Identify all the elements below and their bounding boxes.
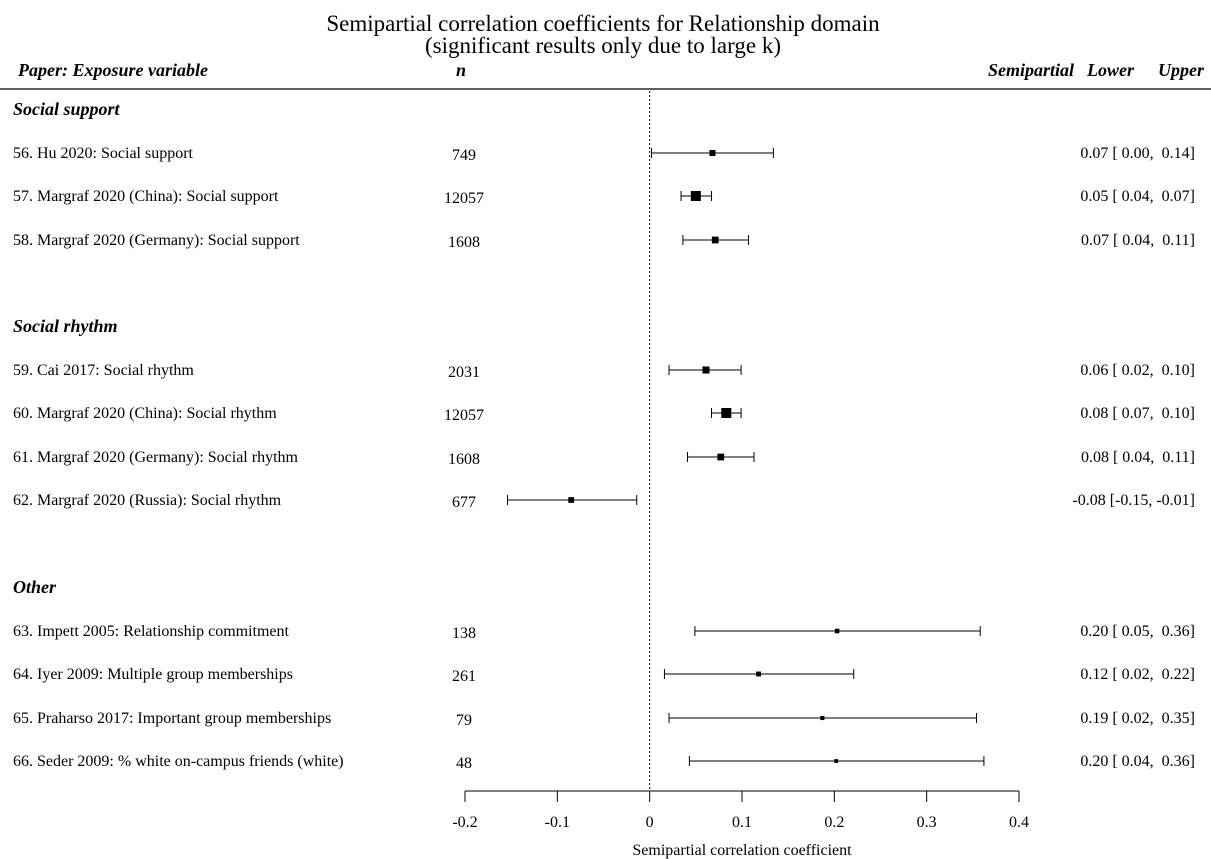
study-label: 59. Cai 2017: Social rhythm bbox=[13, 362, 194, 379]
study-n: 261 bbox=[452, 668, 476, 685]
study-ci-text: 0.06 [ 0.02, 0.10] bbox=[1080, 362, 1195, 379]
chart-title: Semipartial correlation coefficients for… bbox=[326, 11, 880, 36]
study-ci-text: 0.07 [ 0.04, 0.11] bbox=[1081, 232, 1195, 249]
point-estimate bbox=[717, 453, 725, 461]
group-label: Social support bbox=[13, 99, 121, 119]
study-ci-text: 0.20 [ 0.05, 0.36] bbox=[1080, 623, 1195, 640]
x-tick-label: 0 bbox=[646, 814, 654, 831]
column-header-n: n bbox=[456, 60, 466, 80]
study-label: 58. Margraf 2020 (Germany): Social suppo… bbox=[13, 232, 300, 249]
study-ci-text: 0.20 [ 0.04, 0.36] bbox=[1080, 753, 1195, 770]
study-ci-text: 0.08 [ 0.07, 0.10] bbox=[1080, 405, 1195, 422]
point-estimate bbox=[834, 759, 839, 763]
study-ci-text: 0.05 [ 0.04, 0.07] bbox=[1080, 188, 1195, 205]
study-n: 79 bbox=[456, 712, 472, 729]
x-tick-label: 0.3 bbox=[917, 814, 937, 831]
point-estimate bbox=[711, 236, 719, 244]
study-n: 138 bbox=[452, 625, 476, 642]
study-n: 749 bbox=[452, 147, 476, 164]
point-estimate bbox=[690, 191, 701, 201]
column-header-study: Paper: Exposure variable bbox=[17, 60, 208, 80]
group-label: Other bbox=[13, 577, 57, 597]
study-n: 12057 bbox=[444, 190, 484, 207]
study-n: 677 bbox=[452, 494, 476, 511]
study-n: 12057 bbox=[444, 407, 484, 424]
study-ci-text: 0.12 [ 0.02, 0.22] bbox=[1080, 666, 1195, 683]
study-label: 57. Margraf 2020 (China): Social support bbox=[13, 188, 279, 205]
point-estimate bbox=[709, 150, 716, 156]
x-tick-label: 0.1 bbox=[732, 814, 752, 831]
point-estimate bbox=[834, 628, 840, 634]
study-label: 60. Margraf 2020 (China): Social rhythm bbox=[13, 405, 277, 422]
study-label: 62. Margraf 2020 (Russia): Social rhythm bbox=[13, 492, 282, 509]
column-header-upper: Upper bbox=[1158, 60, 1205, 80]
point-estimate bbox=[756, 671, 762, 677]
x-tick-label: 0.2 bbox=[824, 814, 844, 831]
column-header-lower: Lower bbox=[1086, 60, 1135, 80]
x-tick-label: 0.4 bbox=[1009, 814, 1029, 831]
plot-layer: Social support 56. Hu 2020: Social suppor… bbox=[13, 91, 1195, 831]
study-ci-text: -0.08 [-0.15, -0.01] bbox=[1072, 492, 1195, 509]
study-ci-text: 0.08 [ 0.04, 0.11] bbox=[1081, 449, 1195, 466]
study-label: 64. Iyer 2009: Multiple group membership… bbox=[13, 666, 293, 683]
study-ci-text: 0.07 [ 0.00, 0.14] bbox=[1080, 145, 1195, 162]
point-estimate bbox=[568, 497, 575, 503]
chart-subtitle: (significant results only due to large k… bbox=[425, 33, 781, 58]
study-n: 2031 bbox=[448, 364, 480, 381]
study-label: 66. Seder 2009: % white on-campus friend… bbox=[13, 753, 344, 770]
point-estimate bbox=[721, 408, 732, 418]
column-header-semipartial: Semipartial bbox=[988, 60, 1074, 80]
study-label: 65. Praharso 2017: Important group membe… bbox=[13, 710, 331, 727]
point-estimate bbox=[702, 366, 710, 374]
study-ci-text: 0.19 [ 0.02, 0.35] bbox=[1080, 710, 1195, 727]
study-label: 61. Margraf 2020 (Germany): Social rhyth… bbox=[13, 449, 299, 466]
group-label: Social rhythm bbox=[13, 316, 118, 336]
study-label: 63. Impett 2005: Relationship commitment bbox=[13, 623, 290, 640]
study-label: 56. Hu 2020: Social support bbox=[13, 145, 194, 162]
study-n: 1608 bbox=[448, 234, 480, 251]
point-estimate bbox=[820, 715, 825, 721]
study-n: 48 bbox=[456, 755, 472, 772]
x-tick-label: -0.2 bbox=[452, 814, 477, 831]
study-n: 1608 bbox=[448, 451, 480, 468]
x-tick-label: -0.1 bbox=[545, 814, 570, 831]
x-axis-label: Semipartial correlation coefficient bbox=[632, 842, 852, 859]
